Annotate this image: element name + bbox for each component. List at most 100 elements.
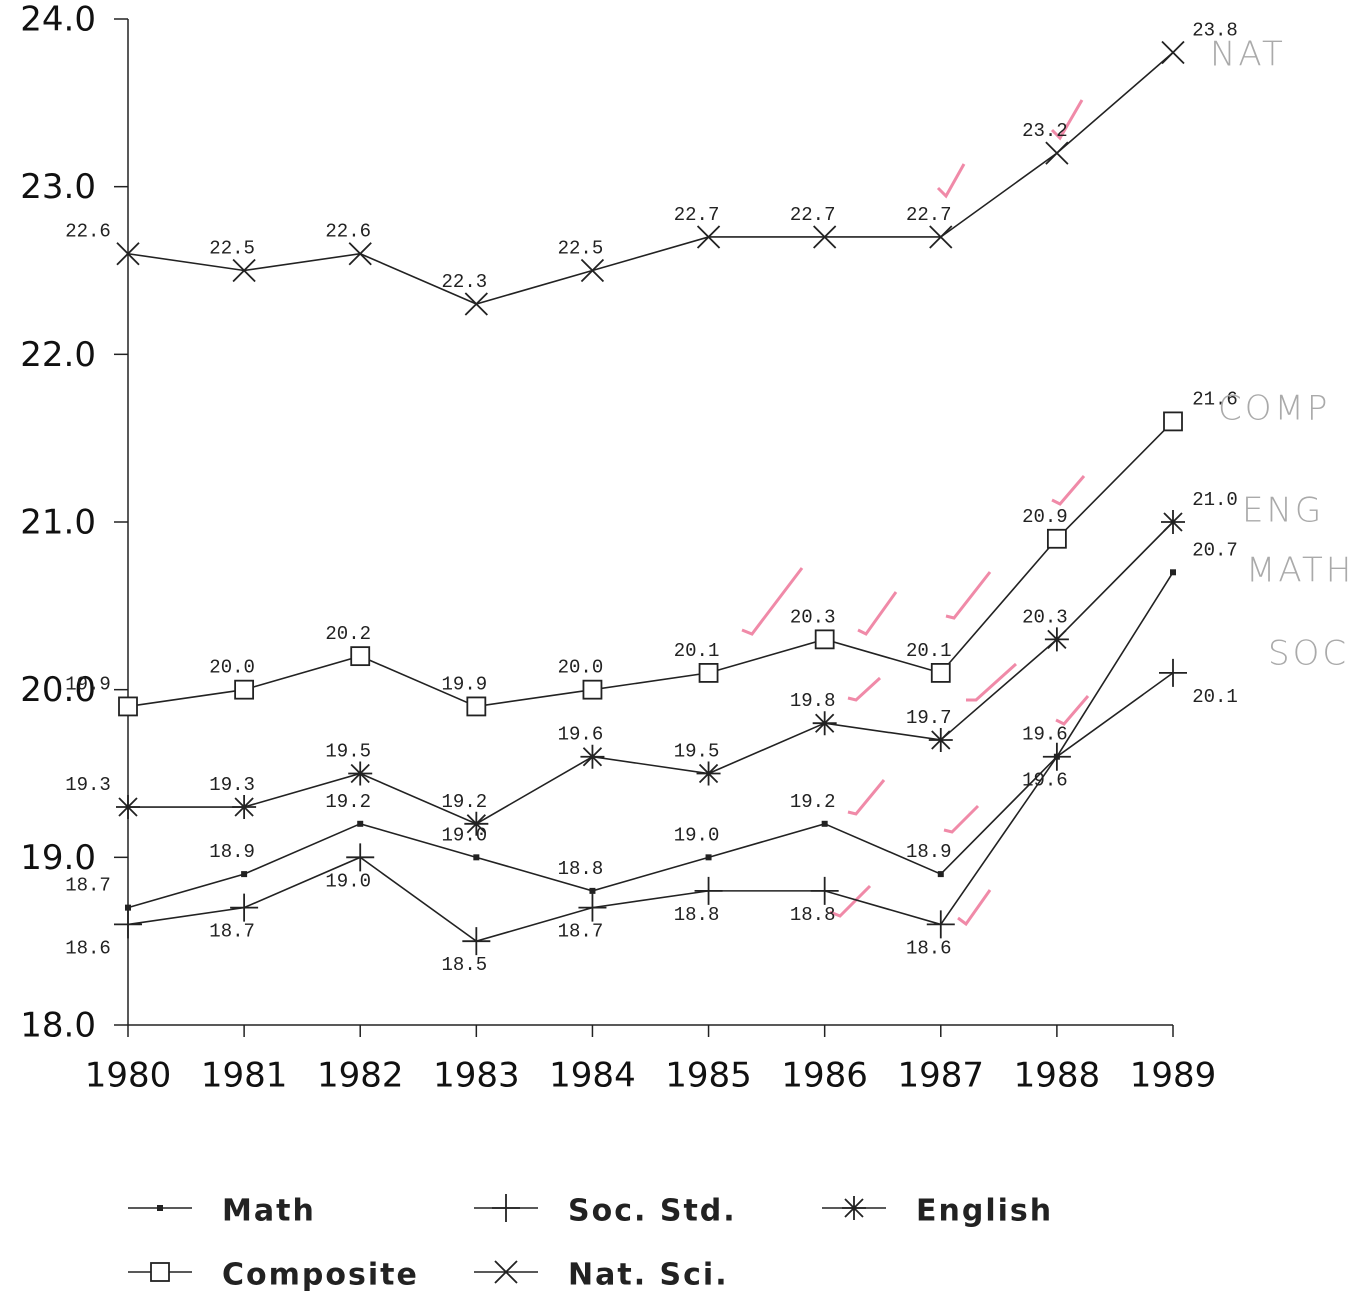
point: [926, 910, 955, 939]
point: [1046, 528, 1067, 549]
data-label: 19.9: [65, 673, 111, 695]
data-label: 20.0: [209, 657, 255, 679]
point: [696, 225, 721, 249]
point: [1045, 141, 1069, 165]
point: [232, 258, 256, 283]
data-label: 18.6: [906, 937, 952, 959]
point: [1163, 411, 1183, 432]
annotation: COMP: [1218, 389, 1330, 429]
data-label: 18.7: [65, 875, 111, 897]
x-tick-label: 1983: [433, 1056, 520, 1096]
data-label: 19.6: [558, 724, 604, 746]
point: [694, 876, 723, 905]
data-label: 19.5: [674, 741, 720, 763]
legend-item: Soc. Std.: [474, 1194, 735, 1229]
data-label: 21.0: [1192, 489, 1238, 511]
data-label: 21.6: [1192, 388, 1238, 410]
point: [464, 292, 488, 316]
x-tick-label: 1989: [1130, 1056, 1217, 1096]
data-label: 19.6: [1022, 770, 1068, 792]
series-line: [128, 521, 1174, 825]
point: [466, 696, 487, 717]
point: [1159, 658, 1187, 687]
y-tick-label: 22.0: [20, 335, 96, 375]
data-label: 19.9: [442, 673, 488, 695]
legend-label: Nat. Sci.: [568, 1258, 729, 1292]
point: [578, 893, 607, 922]
data-label: 23.2: [1022, 120, 1068, 142]
data-label: 18.8: [674, 904, 720, 926]
legend-label: Math: [222, 1194, 316, 1229]
point: [814, 629, 835, 650]
data-label: 20.1: [1192, 686, 1238, 708]
data-label: 20.1: [906, 640, 952, 662]
point: [937, 871, 944, 878]
data-label: 19.8: [790, 690, 836, 712]
y-tick-label: 18.0: [20, 1006, 96, 1046]
point: [589, 887, 596, 894]
x-tick-label: 1982: [317, 1056, 404, 1096]
x-tick-label: 1981: [201, 1056, 288, 1096]
data-label: 18.8: [790, 904, 836, 926]
data-label: 22.7: [790, 204, 836, 226]
point: [580, 258, 605, 283]
annotation: MATH: [1246, 551, 1354, 591]
annotation: SOC: [1268, 634, 1349, 674]
data-label: 23.8: [1192, 20, 1238, 42]
point: [1161, 510, 1185, 534]
series-line: [127, 420, 1174, 708]
point: [348, 242, 372, 266]
data-label: 19.2: [790, 791, 836, 813]
data-label: 22.7: [906, 204, 952, 226]
x-tick-label: 1985: [665, 1056, 752, 1096]
data-label: 22.7: [674, 204, 720, 226]
point: [494, 1260, 518, 1284]
data-label: 20.9: [1022, 506, 1068, 528]
point: [698, 663, 719, 683]
data-label: 20.3: [1022, 606, 1068, 628]
x-tick-label: 1986: [781, 1056, 868, 1096]
data-label: 19.5: [325, 741, 371, 763]
point: [157, 1205, 163, 1211]
data-label: 22.5: [558, 238, 604, 260]
point: [1044, 627, 1069, 652]
point: [464, 811, 489, 836]
point: [810, 876, 839, 905]
x-tick-label: 1987: [898, 1056, 985, 1096]
point: [473, 854, 480, 861]
point: [116, 242, 140, 266]
legend-label: English: [916, 1194, 1053, 1229]
point: [1170, 569, 1176, 576]
data-label: 19.6: [1022, 724, 1068, 746]
point: [346, 843, 375, 872]
point: [928, 727, 953, 752]
data-label: 18.6: [65, 937, 111, 959]
point: [1042, 742, 1071, 771]
point: [230, 893, 259, 922]
legend-item: Math: [128, 1194, 316, 1229]
point: [234, 679, 255, 700]
data-label: 20.7: [1192, 539, 1238, 561]
point: [930, 663, 951, 683]
point: [357, 820, 364, 827]
data-label: 18.5: [442, 954, 488, 976]
x-tick-label: 1988: [1014, 1056, 1101, 1096]
series: 19.9 20.0 20.2 19.9 20.0 20.1 20.3 20.1 20.9 21.6: [65, 388, 1238, 717]
data-label: 22.3: [442, 271, 488, 293]
point: [241, 871, 248, 878]
data-label: 19.0: [325, 870, 371, 892]
y-tick-label: 23.0: [20, 167, 96, 207]
point: [580, 744, 605, 769]
x-tick-label: 1984: [549, 1056, 636, 1096]
data-label: 18.7: [209, 921, 255, 943]
y-tick-label: 24.0: [20, 0, 96, 40]
data-label: 20.3: [790, 606, 836, 628]
annotation: ENG: [1242, 491, 1324, 531]
point: [842, 1196, 866, 1220]
point: [114, 910, 142, 939]
point: [350, 646, 371, 667]
data-label: 20.0: [558, 657, 604, 679]
data-label: 20.2: [325, 623, 371, 645]
data-label: 19.2: [442, 791, 488, 813]
